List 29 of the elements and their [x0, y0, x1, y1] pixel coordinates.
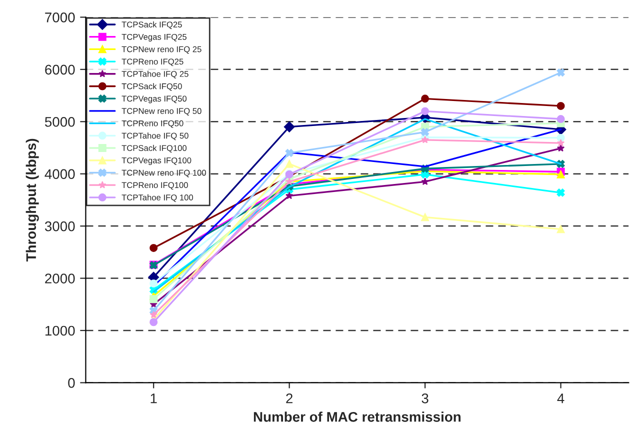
legend-label: TCPReno IFQ50 — [122, 120, 184, 128]
y-tick-label: 6000 — [45, 64, 75, 75]
y-axis-title: Throughput (kbps) — [26, 138, 39, 262]
legend-label: TCPVegas IFQ50 — [122, 96, 187, 104]
y-tick-label: 7000 — [45, 12, 75, 22]
legend-label: TCPNew reno IFQ 100 — [122, 170, 206, 178]
legend-label: TCPReno IFQ100 — [122, 182, 188, 190]
legend-label: TCPNew reno IFQ 50 — [122, 108, 202, 116]
legend-label: TCPNew reno IFQ 25 — [122, 46, 202, 54]
x-tick-label: 3 — [422, 393, 428, 404]
x-tick-label: 1 — [150, 394, 157, 404]
x-tick-label: 2 — [286, 393, 292, 404]
legend-label: TCPTahoe IFQ 50 — [122, 132, 188, 140]
legend-label: TCPSack IFQ50 — [122, 83, 182, 91]
legend-label: TCPVegas IFQ100 — [122, 157, 192, 165]
x-tick-label: 4 — [557, 394, 564, 404]
legend-label: TCPTahoe IFQ 100 — [122, 194, 194, 202]
legend-label: TCPReno IFQ25 — [122, 58, 184, 66]
y-tick-label: 1000 — [45, 326, 75, 336]
legend-label: TCPSack IFQ25 — [122, 21, 182, 29]
legend-label: TCPVegas IFQ25 — [122, 34, 187, 42]
y-tick-label: 5000 — [44, 116, 75, 127]
y-tick-label: 4000 — [44, 169, 75, 180]
y-tick-label: 0 — [68, 378, 75, 388]
x-axis-title: Number of MAC retransmission — [254, 412, 461, 422]
y-tick-label: 2000 — [45, 274, 75, 284]
legend-label: TCPTahoe IFQ 25 — [122, 70, 188, 78]
y-tick-label: 3000 — [44, 221, 75, 232]
legend-label: TCPSack IFQ100 — [122, 144, 187, 152]
